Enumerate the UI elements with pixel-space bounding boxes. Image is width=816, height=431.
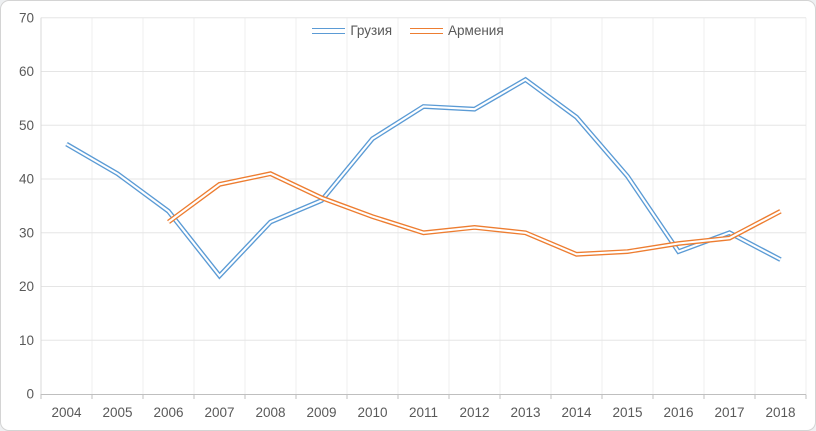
- legend-item-georgia[interactable]: Грузия: [312, 23, 392, 38]
- gridlines: [40, 17, 807, 394]
- chart-legend: Грузия Армения: [1, 23, 815, 38]
- x-axis-tick-label: 2015: [612, 405, 642, 420]
- georgia-line-swatch-icon: [312, 27, 346, 34]
- x-axis-tick-label: 2009: [306, 405, 336, 420]
- y-axis-tick-label: 60: [19, 64, 34, 79]
- y-axis-tick-label: 20: [19, 279, 34, 294]
- x-axis-tick-label: 2005: [102, 405, 132, 420]
- y-axis-tick-label: 10: [19, 333, 34, 348]
- y-axis-tick-label: 50: [19, 118, 34, 133]
- x-axis-labels: 2004 2005 2006 2007 2008 2009 2010 2011 2012 2013…: [51, 405, 795, 420]
- y-axis-tick-label: 0: [26, 387, 34, 402]
- axes: [40, 17, 807, 399]
- armenia-line-swatch-icon: [410, 27, 444, 34]
- x-axis-tick-label: 2012: [459, 405, 489, 420]
- x-axis-tick-label: 2004: [51, 405, 82, 420]
- x-axis-tick-label: 2011: [409, 405, 438, 420]
- series-line-georgia[interactable]: [65, 76, 782, 280]
- legend-label-armenia: Армения: [448, 23, 504, 38]
- series-line-armenia[interactable]: [167, 171, 782, 257]
- y-axis-tick-label: 40: [19, 172, 34, 187]
- x-axis-tick-label: 2007: [204, 405, 234, 420]
- y-axis-tick-label: 70: [19, 10, 34, 25]
- x-axis-tick-label: 2008: [255, 405, 285, 420]
- x-axis-tick-label: 2017: [714, 405, 744, 420]
- x-axis-tick-label: 2006: [153, 405, 183, 420]
- x-axis-tick-label: 2010: [357, 405, 387, 420]
- x-axis-tick-label: 2014: [561, 405, 592, 420]
- y-axis-labels: 0 10 20 30 40 50 60 70: [19, 10, 34, 401]
- x-axis-tick-label: 2016: [663, 405, 693, 420]
- legend-label-georgia: Грузия: [350, 23, 393, 38]
- x-axis-tick-label: 2013: [510, 405, 540, 420]
- legend-item-armenia[interactable]: Армения: [410, 23, 504, 38]
- y-axis-tick-label: 30: [19, 225, 34, 240]
- x-axis-tick-label: 2018: [765, 405, 795, 420]
